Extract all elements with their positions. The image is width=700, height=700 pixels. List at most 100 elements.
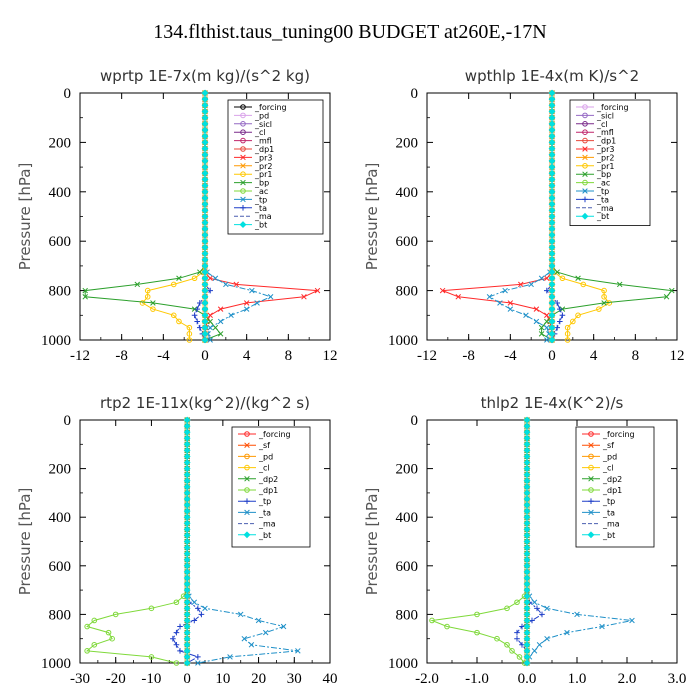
data-point bbox=[554, 269, 560, 275]
legend-label: _pd bbox=[602, 452, 617, 461]
legend-label: _sf bbox=[258, 441, 270, 450]
data-point bbox=[244, 464, 250, 471]
x-tick-label: 3.0 bbox=[668, 671, 687, 687]
data-point bbox=[194, 318, 200, 325]
y-tick-label: 400 bbox=[396, 510, 419, 526]
data-point bbox=[148, 605, 155, 612]
legend-label: _ta bbox=[596, 195, 609, 204]
x-tick-label: 0 bbox=[183, 671, 191, 687]
x-tick-label: 4 bbox=[590, 348, 598, 364]
data-point bbox=[280, 623, 287, 630]
legend-label: _pr1 bbox=[254, 170, 272, 179]
data-point bbox=[601, 300, 607, 306]
data-point bbox=[240, 188, 246, 194]
legend-label: _cl bbox=[596, 120, 608, 129]
data-point bbox=[502, 287, 508, 294]
y-tick-label: 1000 bbox=[388, 656, 418, 672]
data-point bbox=[243, 306, 250, 312]
legend-label: _cl bbox=[258, 464, 270, 473]
data-point bbox=[244, 498, 250, 504]
data-point bbox=[533, 306, 540, 312]
data-point bbox=[574, 611, 580, 618]
data-point bbox=[588, 487, 594, 493]
series-line bbox=[430, 420, 528, 664]
data-point bbox=[207, 337, 213, 343]
x-tick-label: -8 bbox=[115, 348, 128, 364]
data-point bbox=[582, 154, 588, 161]
legend-label: _tp bbox=[602, 497, 615, 506]
data-point bbox=[191, 599, 198, 606]
data-point bbox=[150, 306, 156, 312]
x-tick-label: -20 bbox=[106, 671, 126, 687]
data-point bbox=[582, 163, 588, 169]
legend-label: _ta bbox=[254, 204, 267, 213]
data-point bbox=[528, 281, 534, 288]
data-point bbox=[177, 648, 183, 654]
data-point bbox=[538, 324, 545, 331]
data-point bbox=[173, 599, 180, 606]
data-point bbox=[240, 154, 246, 161]
y-tick-label: 400 bbox=[49, 510, 72, 526]
legend-label: _mfl bbox=[254, 137, 272, 146]
legend-label: _bt bbox=[254, 221, 267, 230]
series-line bbox=[488, 93, 553, 341]
y-tick-label: 600 bbox=[49, 559, 72, 575]
y-tick-label: 600 bbox=[49, 234, 72, 250]
data-point bbox=[575, 312, 581, 319]
data-point bbox=[494, 635, 500, 642]
data-point bbox=[544, 635, 550, 642]
data-point bbox=[582, 196, 588, 203]
data-point bbox=[564, 324, 571, 331]
y-tick-label: 0 bbox=[411, 413, 419, 429]
data-point bbox=[227, 654, 233, 660]
data-point bbox=[239, 221, 247, 229]
data-point bbox=[84, 648, 90, 654]
legend-label: _dp1 bbox=[596, 137, 616, 146]
data-point bbox=[207, 312, 213, 319]
data-point bbox=[240, 104, 246, 110]
data-point bbox=[217, 318, 224, 325]
data-point bbox=[186, 324, 193, 331]
data-point bbox=[82, 294, 88, 300]
y-tick-label: 0 bbox=[411, 86, 419, 102]
data-point bbox=[669, 287, 675, 294]
legend-label: _ta bbox=[602, 508, 615, 517]
legend-label: _cl bbox=[602, 464, 614, 473]
x-tick-label: 20 bbox=[251, 671, 266, 687]
legend-label: _bp bbox=[596, 170, 611, 179]
x-tick-label: 10 bbox=[215, 671, 230, 687]
data-point bbox=[201, 336, 209, 344]
data-point bbox=[207, 324, 213, 331]
data-point bbox=[601, 287, 607, 294]
chart-panel-4: thlp2 1E-4x(K^2)/s Pressure [hPa] -2.0 -1.0… bbox=[363, 394, 686, 687]
data-point bbox=[538, 275, 545, 282]
x-tick-label: 4 bbox=[243, 348, 251, 364]
data-point bbox=[570, 318, 576, 325]
x-tick-label: 0 bbox=[201, 348, 209, 364]
data-point bbox=[240, 196, 246, 203]
y-tick-label: 1000 bbox=[41, 333, 71, 349]
data-point bbox=[601, 293, 607, 300]
legend-label: _dp2 bbox=[602, 475, 622, 484]
legend-label: _dp1 bbox=[602, 486, 622, 495]
x-tick-label: -4 bbox=[504, 348, 517, 364]
legend-label: _dp1 bbox=[254, 145, 274, 154]
y-axis-label: Pressure [hPa] bbox=[363, 163, 381, 271]
data-point bbox=[486, 294, 493, 300]
data-point bbox=[240, 163, 246, 169]
legend-label: _bt bbox=[602, 531, 615, 540]
data-point bbox=[564, 331, 571, 337]
data-point bbox=[582, 112, 588, 119]
x-tick-label: -8 bbox=[462, 348, 475, 364]
data-point bbox=[186, 337, 193, 343]
x-tick-label: 12 bbox=[323, 348, 338, 364]
data-point bbox=[616, 281, 623, 288]
legend-label: _forcing bbox=[596, 103, 629, 112]
legend-label: _pr3 bbox=[596, 145, 614, 154]
legend-label: _sf bbox=[602, 441, 614, 450]
legend-label: _pr1 bbox=[596, 162, 614, 171]
data-point bbox=[267, 294, 274, 300]
data-point bbox=[539, 611, 545, 618]
x-tick-label: -1.0 bbox=[465, 671, 489, 687]
data-point bbox=[173, 641, 180, 648]
